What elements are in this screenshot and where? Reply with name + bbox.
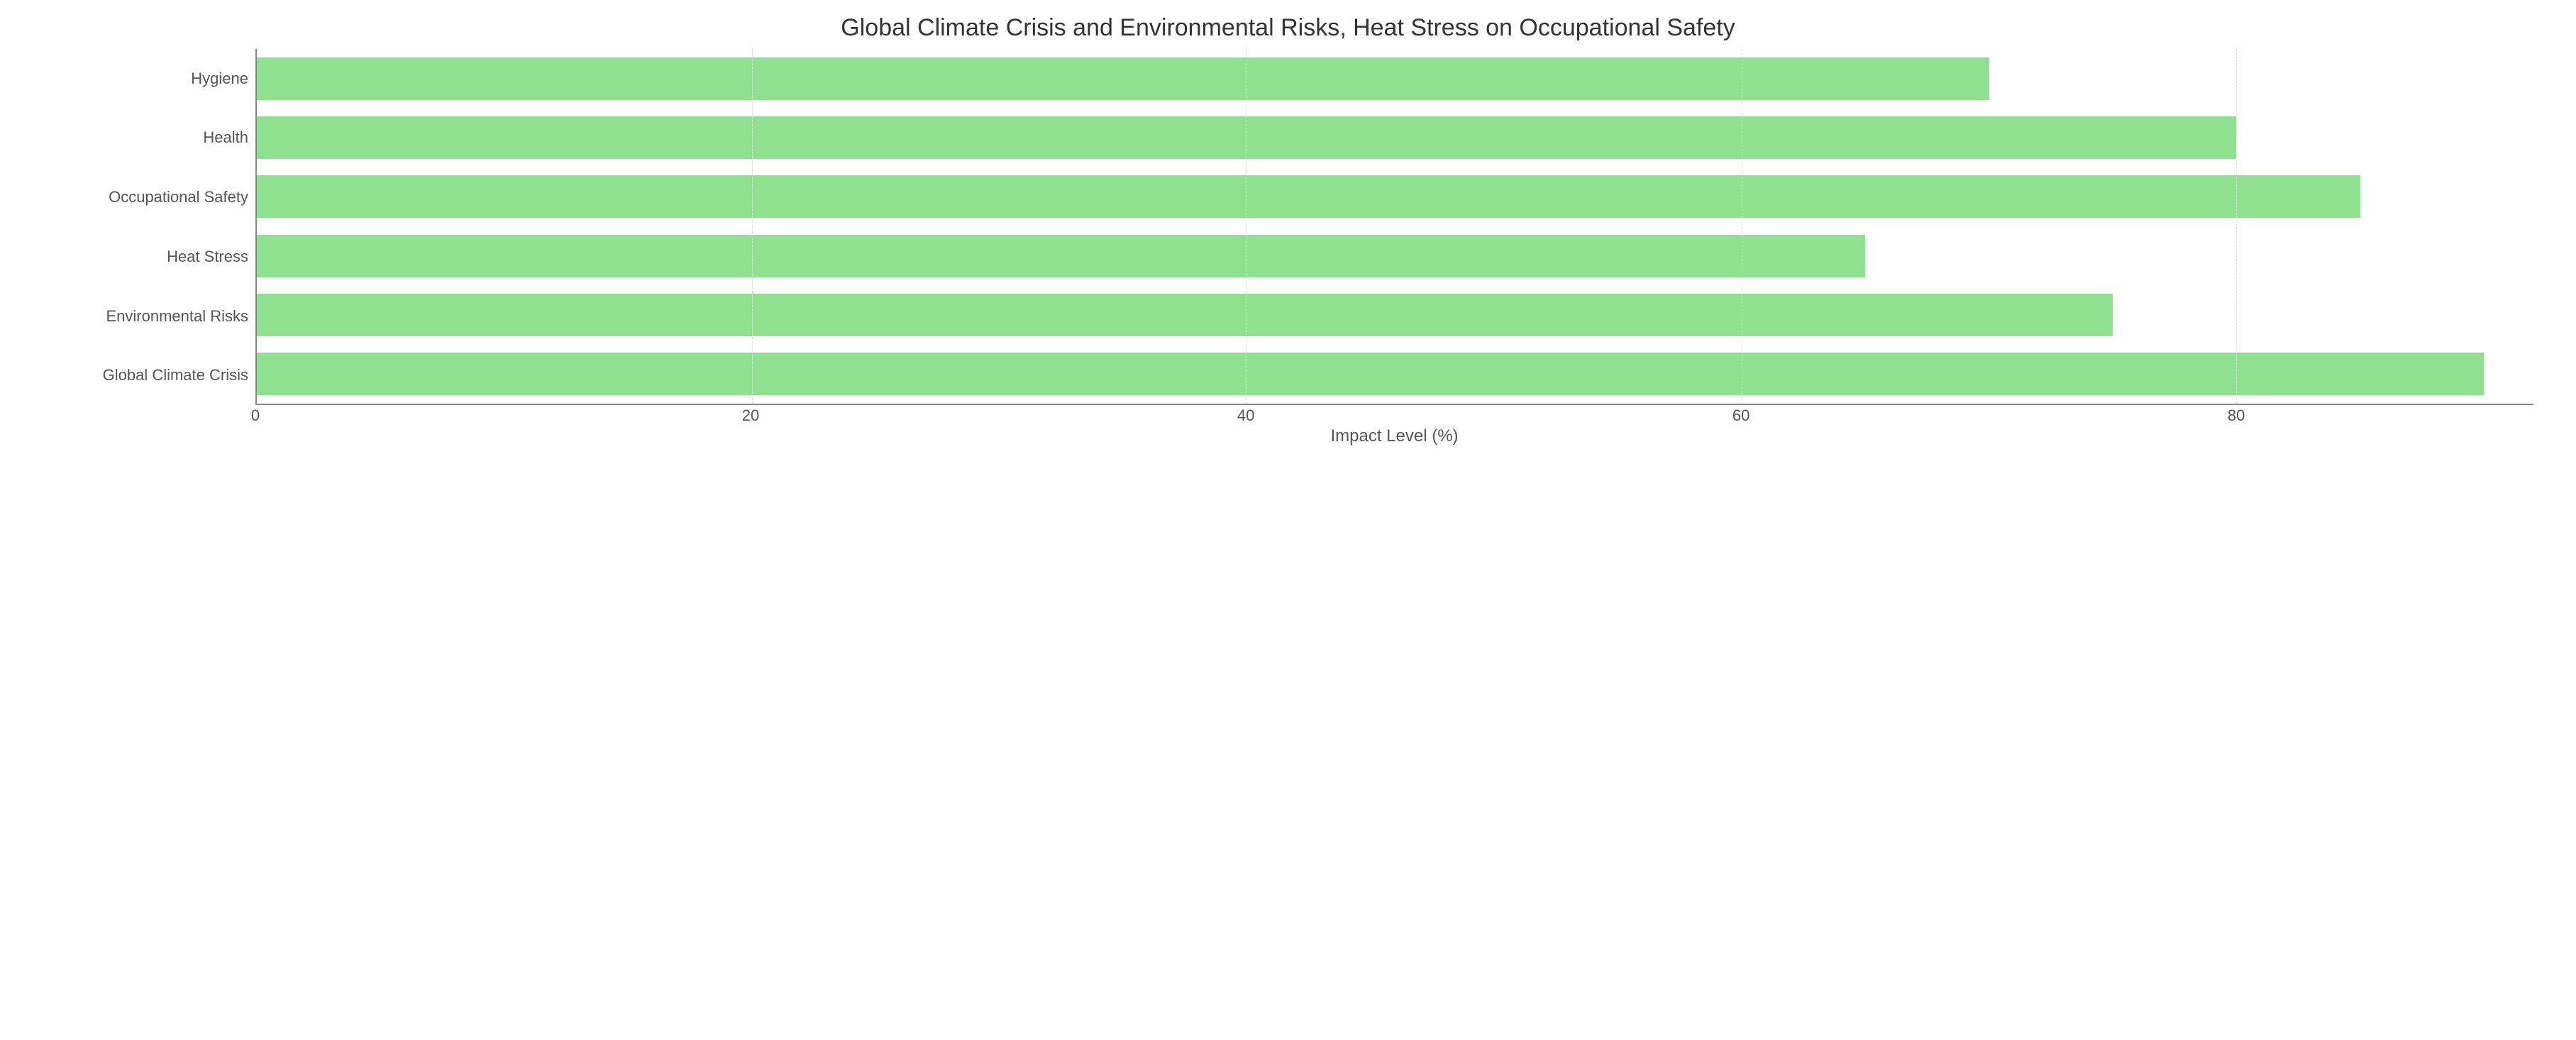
y-tick-label: Global Climate Crisis xyxy=(43,345,255,405)
bars-layer xyxy=(257,49,2533,404)
x-axis-spacer-2 xyxy=(43,425,255,446)
bar-slot xyxy=(257,49,2533,108)
bar-slot xyxy=(257,285,2533,344)
x-tick-label: 20 xyxy=(742,406,759,425)
x-tick-label: 0 xyxy=(251,406,260,425)
x-axis-row: 0 20 40 60 80 xyxy=(43,405,2533,425)
chart-title: Global Climate Crisis and Environmental … xyxy=(43,14,2533,42)
gridline xyxy=(752,49,753,404)
bar xyxy=(257,294,2113,336)
y-tick-label: Hygiene xyxy=(43,49,255,109)
y-tick-label: Occupational Safety xyxy=(43,167,255,227)
bar-slot xyxy=(257,345,2533,404)
bar xyxy=(257,235,1865,277)
bar xyxy=(257,353,2484,395)
gridline xyxy=(2236,49,2237,404)
bar-slot xyxy=(257,226,2533,285)
bar-slot xyxy=(257,167,2533,226)
plot-area xyxy=(255,49,2533,405)
y-tick-label: Health xyxy=(43,109,255,168)
gridline xyxy=(1246,49,1247,404)
x-tick-label: 60 xyxy=(1732,406,1749,425)
bar-slot xyxy=(257,108,2533,167)
plot-row: HygieneHealthOccupational SafetyHeat Str… xyxy=(43,49,2533,405)
x-tick-label: 80 xyxy=(2228,406,2245,425)
y-tick-label: Environmental Risks xyxy=(43,287,255,346)
x-tick-label: 40 xyxy=(1237,406,1254,425)
bar xyxy=(257,57,1989,100)
y-axis-labels: HygieneHealthOccupational SafetyHeat Str… xyxy=(43,49,255,405)
x-axis-ticks: 020406080 xyxy=(255,405,2533,425)
x-axis-spacer xyxy=(43,405,255,425)
bar xyxy=(257,175,2360,218)
x-label-row: Impact Level (%) xyxy=(43,425,2533,446)
x-axis-label: Impact Level (%) xyxy=(255,426,2533,446)
chart-container: Global Climate Crisis and Environmental … xyxy=(0,0,2576,468)
y-tick-label: Heat Stress xyxy=(43,227,255,287)
